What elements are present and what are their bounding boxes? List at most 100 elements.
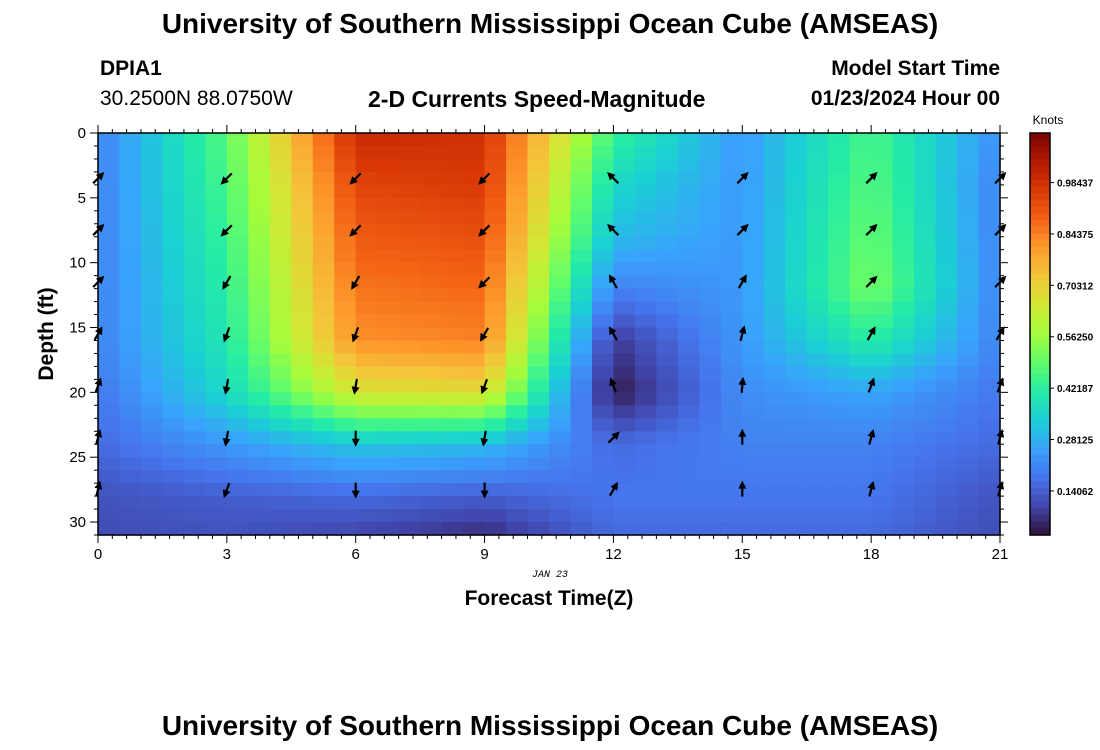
colorbar-swatch <box>1030 468 1050 476</box>
heatmap-cell <box>527 171 550 186</box>
heatmap-cell <box>849 301 872 316</box>
heatmap-cell <box>957 418 980 432</box>
heatmap-cell <box>914 288 937 303</box>
heatmap-cell <box>806 301 829 316</box>
heatmap-cell <box>484 288 507 303</box>
colorbar-swatch <box>1030 401 1050 409</box>
heatmap-cell <box>291 314 314 329</box>
colorbar-swatch <box>1030 501 1050 509</box>
heatmap-cell <box>183 236 206 251</box>
colorbar-swatch <box>1030 293 1050 302</box>
heatmap-cell <box>484 418 507 432</box>
heatmap-cell <box>140 366 164 380</box>
heatmap-cell <box>828 496 851 510</box>
heatmap-cell <box>420 327 443 342</box>
current-vector <box>480 430 489 447</box>
heatmap-cell <box>183 171 206 186</box>
heatmap-cell <box>312 444 335 458</box>
colorbar-swatch <box>1030 367 1050 375</box>
heatmap-cell <box>699 133 722 147</box>
heatmap-cell <box>463 184 486 199</box>
heatmap-cell <box>828 470 851 484</box>
heatmap-cell <box>785 366 808 380</box>
heatmap-cell <box>398 340 421 355</box>
heatmap-cell <box>806 184 829 199</box>
heatmap-cell <box>591 405 615 419</box>
heatmap-cell <box>549 145 572 160</box>
heatmap-cell <box>140 184 164 199</box>
heatmap-cell <box>312 301 335 316</box>
heatmap-cell <box>463 133 486 147</box>
heatmap-cell <box>119 133 142 147</box>
vector-head <box>997 172 1007 181</box>
heatmap-cell <box>162 392 185 406</box>
heatmap-cell <box>398 236 421 251</box>
heatmap-cell <box>634 288 657 303</box>
heatmap-cell <box>291 262 314 277</box>
heatmap-cell <box>334 340 357 355</box>
heatmap-cell <box>441 171 464 186</box>
heatmap-cell <box>119 184 142 199</box>
heatmap-cell <box>570 171 593 186</box>
heatmap-cell <box>677 262 700 277</box>
heatmap-cell <box>226 158 249 173</box>
heatmap-cell <box>570 145 593 160</box>
heatmap-cell <box>871 314 894 329</box>
heatmap-cell <box>248 262 271 277</box>
heatmap-cell <box>506 353 529 368</box>
heatmap-cell <box>183 249 206 264</box>
heatmap-cell <box>183 379 206 393</box>
heatmap-cell <box>248 379 271 393</box>
heatmap-cell <box>914 171 937 186</box>
heatmap-cell <box>248 223 271 238</box>
heatmap-cell <box>98 158 121 173</box>
current-vector <box>866 326 876 341</box>
heatmap-cell <box>248 483 271 497</box>
heatmap-cell <box>978 275 1001 290</box>
heatmap-cell <box>506 288 529 303</box>
heatmap-cell <box>291 509 314 523</box>
heatmap-cell <box>312 509 335 523</box>
heatmap-cell <box>484 314 507 329</box>
heatmap-cell <box>978 184 1001 199</box>
heatmap-cell <box>312 184 335 199</box>
heatmap-cell <box>441 522 464 536</box>
current-vector <box>222 430 231 447</box>
heatmap-cell <box>463 444 486 458</box>
heatmap-cell <box>162 262 185 277</box>
heatmap-cell <box>549 184 572 199</box>
heatmap-cell <box>806 379 829 393</box>
heatmap-cell <box>420 133 443 147</box>
heatmap-cell <box>291 275 314 290</box>
heatmap-cell <box>677 197 700 212</box>
heatmap-cell <box>269 405 292 419</box>
heatmap-cell <box>312 470 335 484</box>
heatmap-cell <box>849 197 872 212</box>
heatmap-cell <box>98 210 121 225</box>
heatmap-cell <box>162 379 185 393</box>
heatmap-cell <box>892 236 915 251</box>
heatmap-cell <box>355 340 378 355</box>
heatmap-cell <box>463 288 486 303</box>
heatmap-cell <box>978 522 1001 536</box>
heatmap-cell <box>140 340 164 355</box>
heatmap-cell <box>312 249 335 264</box>
heatmap-cell <box>549 210 572 225</box>
y-tick-label: 5 <box>78 190 86 207</box>
heatmap-cell <box>763 522 786 536</box>
heatmap-cell <box>849 509 872 523</box>
colorbar-swatch <box>1030 414 1050 422</box>
heatmap-cell <box>205 340 228 355</box>
heatmap-cell <box>935 158 958 173</box>
heatmap-cell <box>656 392 679 406</box>
heatmap-cell <box>506 301 529 316</box>
heatmap-cell <box>312 133 335 147</box>
heatmap-cell <box>506 197 529 212</box>
heatmap-cell <box>312 431 335 445</box>
heatmap-cell <box>119 405 142 419</box>
heatmap-cell <box>892 483 915 497</box>
heatmap-cell <box>656 509 679 523</box>
heatmap-cell <box>463 418 486 432</box>
heatmap-cell <box>892 301 915 316</box>
heatmap-cell <box>806 288 829 303</box>
